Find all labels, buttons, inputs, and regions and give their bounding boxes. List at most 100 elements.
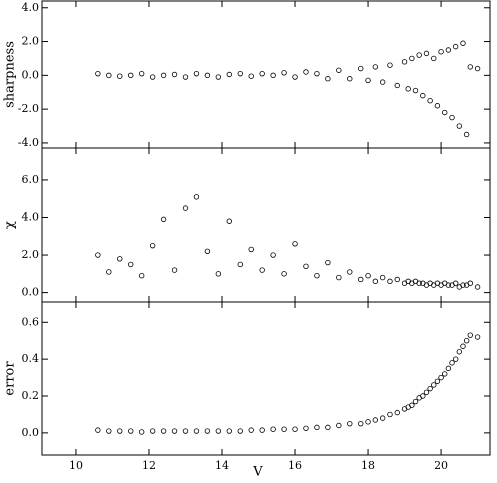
point (416, 280, 422, 286)
point (303, 263, 309, 270)
point (226, 428, 233, 434)
y-tick-label: -4.0 (18, 136, 39, 149)
point (336, 67, 342, 73)
point (215, 271, 222, 277)
point (182, 428, 189, 434)
y-tick-label: -2.0 (18, 102, 39, 115)
point (314, 70, 320, 77)
point (423, 389, 430, 396)
point (442, 371, 448, 377)
point (281, 70, 287, 76)
y-tick-label: 6.0 (22, 173, 40, 186)
x-tick-label: 16 (288, 459, 302, 472)
point (325, 76, 331, 82)
point (379, 79, 386, 85)
point (128, 428, 134, 434)
point (237, 70, 243, 77)
y-axis-label: sharpness (3, 41, 18, 108)
y-tick-label: 0.6 (22, 315, 40, 328)
point (463, 338, 470, 344)
point (106, 269, 112, 275)
point (160, 216, 167, 223)
point (427, 97, 433, 104)
point (379, 415, 386, 421)
point (412, 87, 419, 94)
point (160, 72, 167, 79)
point (467, 280, 473, 286)
y-tick-label: 0.2 (22, 389, 40, 402)
point (401, 59, 408, 65)
point (372, 64, 379, 70)
point (452, 43, 459, 50)
point (303, 69, 309, 75)
point (138, 429, 145, 435)
point (303, 425, 309, 431)
point (128, 261, 134, 268)
point (259, 267, 265, 273)
y-tick-label: 0.0 (22, 286, 40, 299)
point (365, 77, 371, 84)
point (394, 409, 400, 416)
point (358, 65, 364, 72)
point (474, 284, 481, 290)
point (467, 332, 473, 338)
point (467, 64, 473, 70)
point (149, 428, 156, 434)
point (420, 393, 426, 399)
point (149, 242, 156, 249)
point (106, 428, 112, 434)
x-tick-label: 14 (215, 459, 229, 472)
point (128, 72, 134, 79)
point (226, 218, 233, 224)
point (394, 276, 400, 283)
point (358, 276, 364, 283)
point (325, 424, 331, 431)
point (452, 356, 459, 362)
point (215, 74, 222, 80)
point (248, 246, 254, 253)
point (193, 194, 200, 200)
point (171, 267, 178, 273)
point (460, 343, 466, 349)
point (394, 82, 400, 89)
point (372, 278, 379, 285)
point (449, 114, 455, 121)
point (445, 47, 452, 53)
point (237, 261, 243, 268)
point (449, 360, 455, 366)
point (423, 50, 430, 57)
point (442, 109, 448, 116)
point (182, 205, 189, 211)
y-tick-label: 0.0 (22, 426, 40, 439)
point (160, 428, 167, 434)
point (372, 417, 379, 423)
point (387, 62, 393, 68)
point (460, 282, 466, 288)
y-axis-label: χ (3, 221, 18, 229)
y-tick-label: 0.4 (22, 352, 40, 365)
point (171, 428, 178, 434)
point (248, 73, 254, 79)
point (237, 428, 243, 434)
point (405, 86, 411, 92)
x-tick-label: 12 (142, 459, 156, 472)
panel-frame (41, 147, 491, 303)
point (336, 274, 342, 281)
point (474, 65, 481, 72)
panel-frame (41, 301, 491, 456)
point (409, 55, 415, 62)
point (281, 271, 287, 277)
point (270, 426, 276, 432)
point (358, 420, 364, 427)
point (117, 256, 123, 262)
point (270, 72, 276, 79)
point (204, 248, 211, 254)
point (95, 70, 101, 77)
x-axis-label: V (252, 465, 263, 480)
point (204, 428, 211, 434)
point (438, 48, 444, 55)
point (387, 278, 393, 285)
point (387, 411, 393, 418)
point (259, 70, 265, 77)
x-tick-label: 20 (434, 459, 448, 472)
